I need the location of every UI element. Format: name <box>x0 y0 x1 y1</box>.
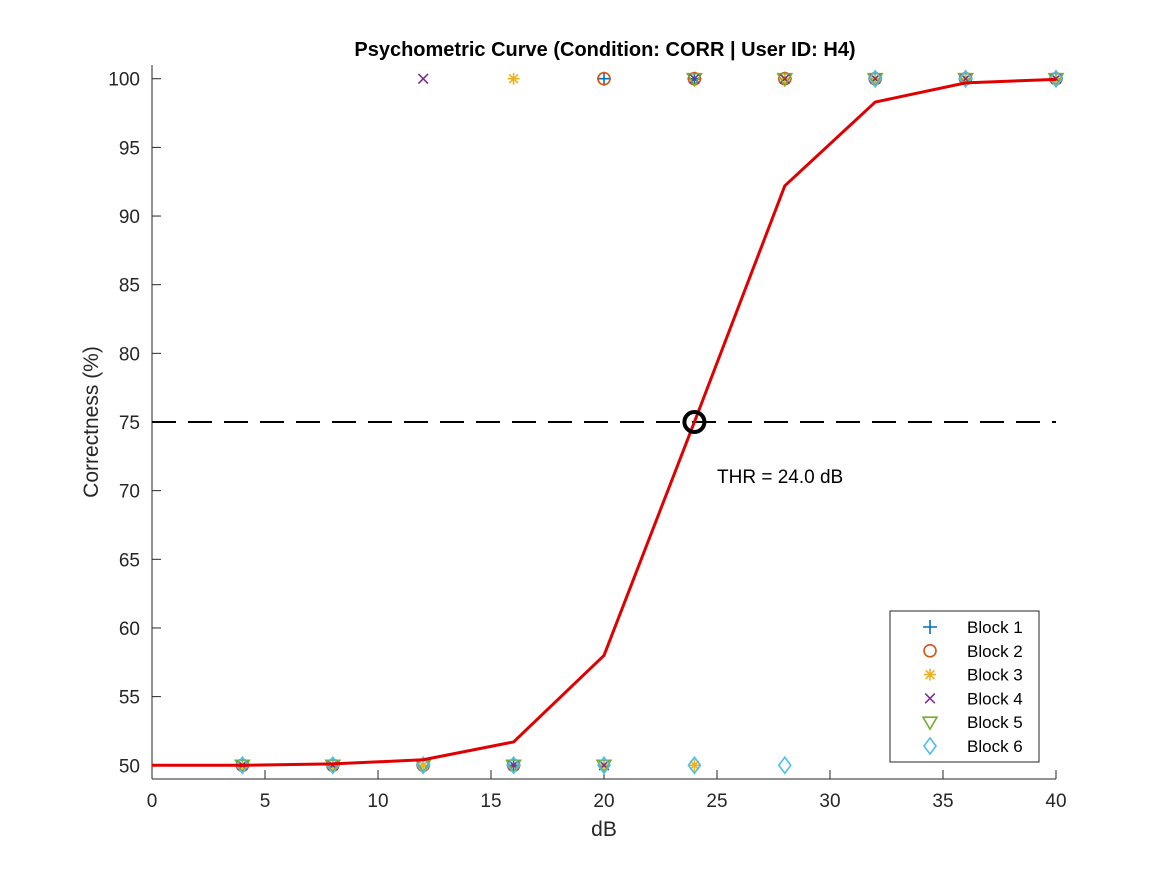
data-point <box>507 72 520 85</box>
data-point <box>1049 69 1063 89</box>
axes: 0 5 10 15 20 25 30 35 40 50 55 60 65 70 75 80 85 90 95 100 d… <box>80 39 1067 841</box>
x-tick-label: 5 <box>260 791 271 812</box>
annotation-group: THR = 24.0 dB <box>682 410 843 488</box>
y-tick-label: 70 <box>119 482 140 503</box>
data-markers <box>234 69 1065 775</box>
x-axis-label: dB <box>591 818 617 841</box>
series-5-markers <box>234 72 1065 774</box>
data-point <box>417 73 429 85</box>
threshold-point-marker <box>682 410 707 434</box>
y-tick-label: 80 <box>119 344 140 365</box>
legend-label: Block 2 <box>967 642 1023 661</box>
legend-marker <box>921 716 939 731</box>
data-point <box>417 759 430 772</box>
y-axis-label: Correctness (%) <box>80 346 103 498</box>
x-tick-label: 25 <box>706 791 727 812</box>
y-tick-label: 55 <box>119 688 140 709</box>
y-tick-label: 75 <box>119 413 140 434</box>
data-point <box>416 755 431 775</box>
legend-label: Block 4 <box>967 689 1023 708</box>
y-tick-label: 85 <box>119 276 140 297</box>
data-point <box>597 71 611 86</box>
data-point <box>687 755 702 775</box>
legend-entry: Block 6 <box>923 736 1023 756</box>
x-tick-label: 15 <box>480 791 501 812</box>
threshold-annotation: THR = 24.0 dB <box>717 467 843 488</box>
series-6-markers <box>235 69 1063 775</box>
data-point <box>235 755 250 775</box>
x-tick-label: 35 <box>932 791 953 812</box>
data-point <box>597 71 611 86</box>
y-tick-label: 100 <box>108 70 140 91</box>
legend-marker <box>923 736 937 756</box>
fit-curve-group <box>152 77 1057 767</box>
chart-title: Psychometric Curve (Condition: CORR | Us… <box>354 39 855 61</box>
legend-label: Block 3 <box>967 666 1023 685</box>
y-tick-label: 50 <box>119 756 140 777</box>
legend: Block 1 Block 2 Block 3 Block 4 Block 5 Block… <box>889 610 1040 763</box>
legend-marker <box>923 643 937 658</box>
data-point <box>958 69 973 89</box>
legend-box <box>889 610 1040 763</box>
legend-marker <box>923 620 937 634</box>
legend-marker <box>924 668 936 681</box>
x-tick-label: 20 <box>593 791 614 812</box>
data-point <box>688 759 701 772</box>
data-point <box>777 755 792 775</box>
data-point <box>505 759 522 774</box>
fit-curve-line <box>152 77 1057 767</box>
data-point <box>779 73 791 85</box>
data-point <box>506 755 521 775</box>
y-tick-label: 95 <box>119 138 140 159</box>
legend-marker <box>924 693 936 704</box>
data-point <box>324 759 342 774</box>
legend-entry: Block 4 <box>924 689 1023 708</box>
y-tick-label: 60 <box>119 619 140 640</box>
legend-label: Block 6 <box>967 737 1023 756</box>
legend-entry: Block 5 <box>921 713 1023 732</box>
x-tick-label: 30 <box>819 791 840 812</box>
data-point <box>595 759 613 774</box>
y-tick-label: 65 <box>119 550 140 571</box>
data-point <box>597 755 611 775</box>
data-point <box>957 72 974 88</box>
legend-entry: Block 3 <box>924 666 1023 685</box>
data-point <box>686 72 703 88</box>
y-tick-label: 90 <box>119 207 140 228</box>
legend-entry: Block 1 <box>923 618 1023 637</box>
legend-entry: Block 2 <box>923 642 1023 661</box>
legend-label: Block 5 <box>967 713 1023 732</box>
data-point <box>868 69 883 89</box>
x-tick-label: 0 <box>147 791 158 812</box>
x-tick-label: 10 <box>367 791 388 812</box>
data-point <box>776 72 794 88</box>
x-tick-label: 40 <box>1045 791 1066 812</box>
legend-label: Block 1 <box>967 618 1023 637</box>
data-point <box>866 72 884 88</box>
data-point <box>689 73 700 85</box>
